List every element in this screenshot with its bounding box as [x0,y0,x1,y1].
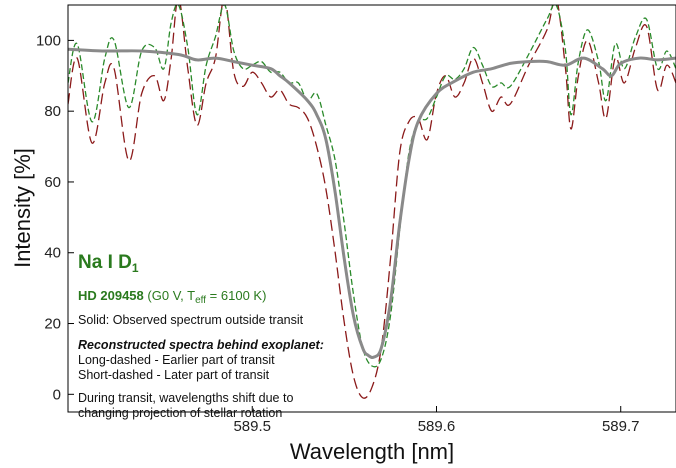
plot-frame [67,4,676,413]
teff-subscript: eff [195,295,207,306]
star-name: HD 209458 [78,288,144,303]
series-solid-line [68,47,676,360]
species-label: Na I D [78,252,132,273]
ticks-layer: 589.5 589.6 589.7 0 20 40 60 80 100 [36,32,640,435]
y-tick-label: 80 [44,103,61,120]
legend-note: During transit, wavelengths shift due to… [78,391,378,421]
species-title: Na I D1 [78,252,378,279]
y-axis-title: Intensity [%] [10,148,35,268]
star-desc-post: = 6100 K) [209,288,267,303]
species-subscript: 1 [131,261,139,275]
y-tick-label: 100 [36,32,61,49]
y-tick-label: 60 [44,174,61,191]
y-tick-label: 40 [44,245,61,262]
legend-note-line2: changing projection of stellar rotation [78,406,283,420]
x-tick-label: 589.5 [233,418,271,435]
x-tick-label: 589.6 [418,418,456,435]
legend-solid: Solid: Observed spectrum outside transit [78,313,304,327]
star-desc-pre: (G0 V, T [147,288,196,303]
x-tick-label: 589.7 [602,418,640,435]
legend-short-dashed: Short-dashed - Later part of transit [78,368,270,382]
legend-long-dashed: Long-dashed - Earlier part of transit [78,353,275,367]
y-tick-label: 20 [44,316,61,333]
legend-heading: Reconstructed spectra behind exoplanet: [78,338,324,352]
x-axis-title: Wavelength [nm] [290,439,454,464]
star-info: HD 209458 (G0 V, Teff = 6100 K) [78,287,378,309]
y-tick-label: 0 [53,386,61,403]
series-long-dashed-line [68,5,676,399]
legend-note-line1: During transit, wavelengths shift due to [78,391,294,405]
legend-box: Na I D1 HD 209458 (G0 V, Teff = 6100 K) … [78,252,378,421]
